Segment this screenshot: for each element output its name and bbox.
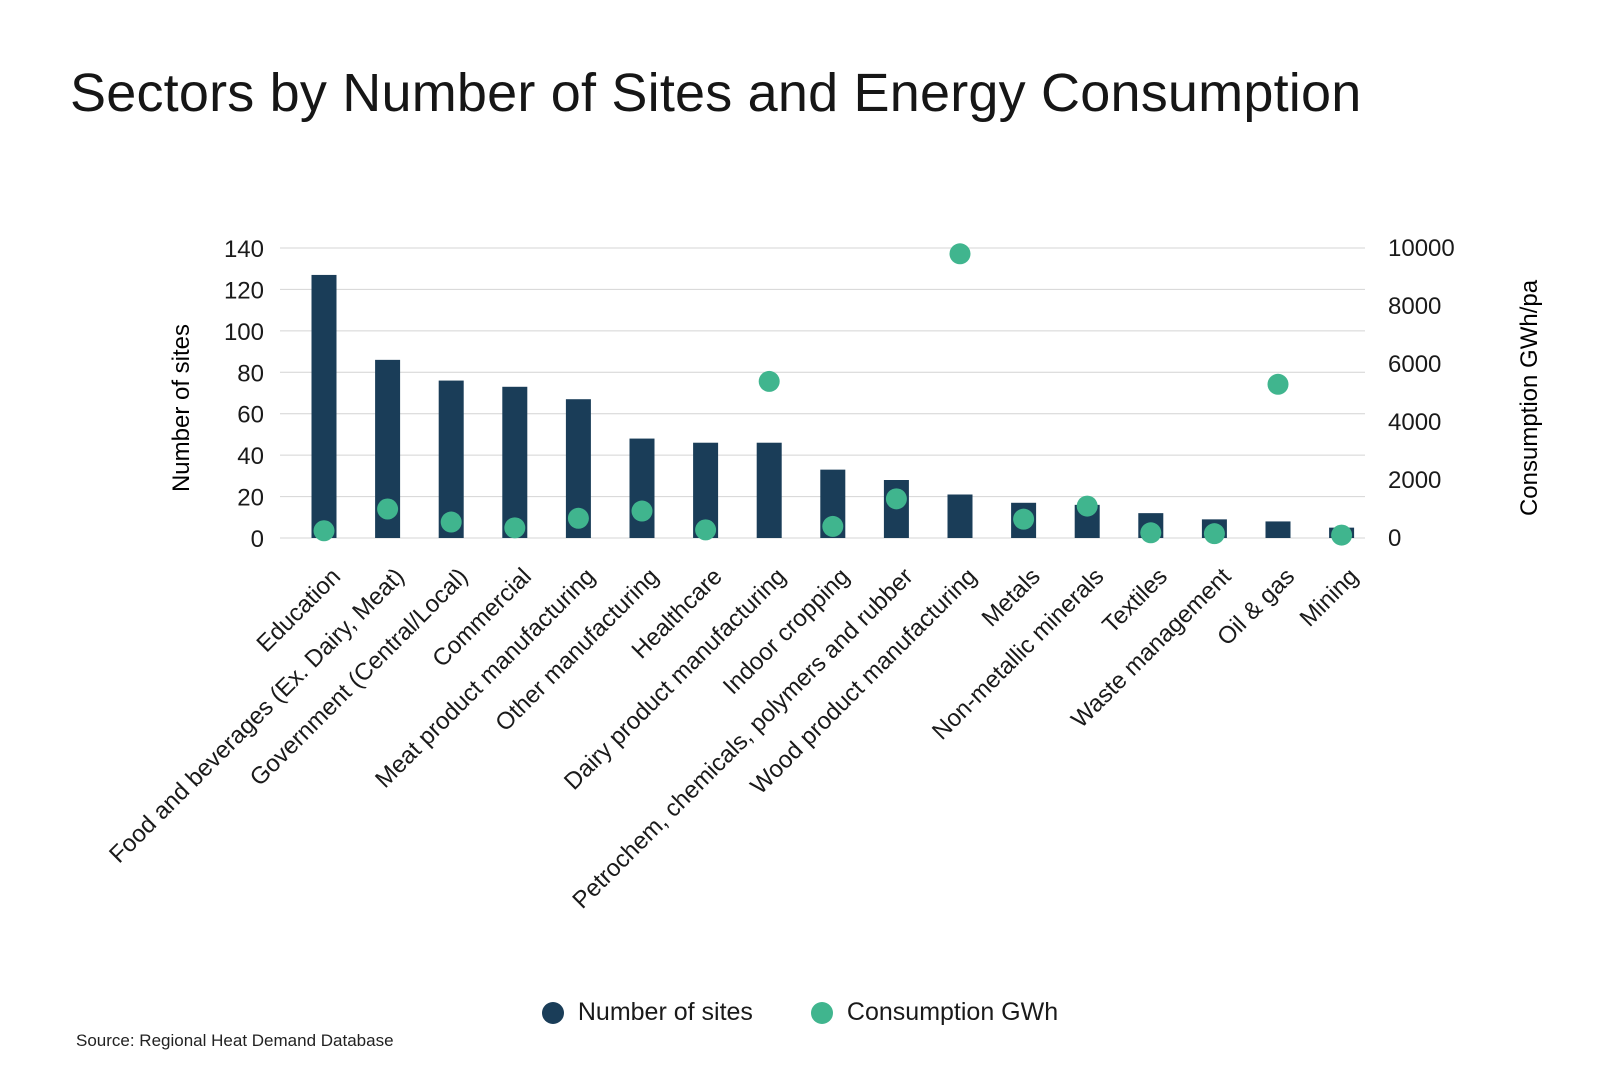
chart-title: Sectors by Number of Sites and Energy Co… — [70, 63, 1362, 123]
consumption-dot — [1203, 523, 1225, 545]
legend-item-consumption[interactable]: Consumption GWh — [810, 998, 1059, 1027]
consumption-dot — [758, 370, 780, 392]
left-tick-label: 20 — [237, 485, 264, 512]
consumption-dot — [440, 511, 462, 533]
right-tick-label: 6000 — [1388, 351, 1441, 378]
consumption-dot — [631, 500, 653, 522]
consumption-dot — [1076, 495, 1098, 517]
category-label: Mining — [1295, 563, 1364, 632]
consumption-dot — [377, 498, 399, 520]
left-tick-label: 140 — [224, 236, 264, 263]
right-axis-ticks: 0 2000 4000 6000 8000 10000 — [1388, 235, 1455, 552]
consumption-dot — [1331, 524, 1353, 546]
consumption-dot — [695, 519, 717, 541]
bar — [947, 494, 973, 538]
left-tick-label: 120 — [224, 277, 264, 304]
left-tick-label: 0 — [251, 526, 264, 553]
bar — [502, 386, 528, 538]
left-tick-label: 60 — [237, 402, 264, 429]
right-tick-label: 8000 — [1388, 293, 1441, 320]
right-tick-label: 10000 — [1388, 235, 1455, 262]
legend-marker-consumption — [810, 1001, 833, 1024]
consumption-dot — [885, 488, 907, 510]
bar — [756, 442, 782, 538]
left-tick-label: 100 — [224, 319, 264, 346]
right-tick-label: 2000 — [1388, 467, 1441, 494]
bars-number-of-sites — [311, 274, 1355, 538]
legend-marker-sites — [541, 1001, 564, 1024]
legend-label-consumption: Consumption GWh — [846, 998, 1059, 1026]
consumption-dot — [822, 515, 844, 537]
consumption-dot — [313, 520, 335, 542]
legend: Number of sites Consumption GWh — [0, 998, 1600, 1027]
left-tick-label: 40 — [237, 443, 264, 470]
category-label: Food and beverages (Ex. Dairy, Meat) — [104, 563, 410, 869]
consumption-dot — [949, 243, 971, 265]
dots-consumption — [313, 243, 1353, 546]
source-note: Source: Regional Heat Demand Database — [76, 1031, 394, 1050]
right-tick-label: 0 — [1388, 525, 1401, 552]
left-axis-ticks: 0 20 40 60 80 100 120 140 — [224, 236, 264, 553]
left-tick-label: 80 — [237, 360, 264, 387]
legend-label-sites: Number of sites — [577, 998, 753, 1026]
consumption-dot — [1267, 373, 1289, 395]
bar — [311, 274, 337, 538]
consumption-dot — [567, 507, 589, 529]
legend-item-sites[interactable]: Number of sites — [541, 998, 753, 1027]
consumption-dot — [1140, 522, 1162, 544]
left-axis-title: Number of sites — [168, 324, 195, 492]
bar — [1265, 521, 1291, 538]
right-axis-title: Consumption GWh/pa — [1516, 279, 1543, 516]
consumption-dot — [1013, 508, 1035, 530]
right-tick-label: 4000 — [1388, 409, 1441, 436]
consumption-dot — [504, 517, 526, 539]
bar — [629, 438, 655, 538]
